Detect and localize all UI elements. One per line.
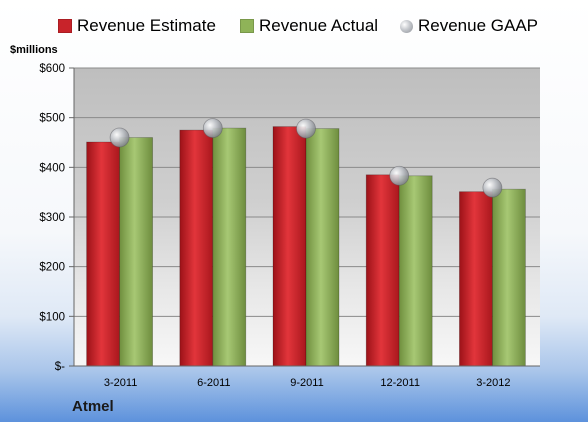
marker-gaap	[202, 118, 223, 138]
y-tick-label: $500	[39, 113, 65, 125]
marker-gaap	[482, 177, 503, 198]
y-tick-label: $300	[39, 212, 65, 224]
legend: Revenue Estimate Revenue Actual Revenue …	[0, 16, 588, 40]
x-tick-label: 3-2012	[476, 377, 510, 389]
bar-estimate	[86, 141, 120, 367]
y-tick-label: $200	[39, 262, 65, 274]
y-tick-label: $-	[55, 361, 65, 373]
bar-actual	[119, 137, 153, 367]
bar-actual	[398, 175, 433, 367]
bar-estimate	[179, 129, 214, 367]
marker-gaap	[296, 118, 316, 139]
legend-label-gaap: Revenue GAAP	[418, 16, 539, 35]
legend-swatch-estimate	[58, 19, 72, 33]
x-tick-label: 3-2011	[104, 377, 137, 389]
bar-estimate	[365, 174, 400, 367]
bar-actual	[491, 188, 526, 367]
legend-item-estimate: Revenue Estimate	[58, 16, 216, 36]
y-tick-label: $600	[39, 63, 65, 75]
marker-gaap	[109, 127, 130, 148]
x-tick-label: 12-2011	[380, 377, 420, 389]
bar-actual	[305, 128, 340, 367]
company-name: Atmel	[72, 398, 114, 415]
y-tick-label: $100	[39, 311, 65, 323]
legend-item-actual: Revenue Actual	[240, 16, 378, 36]
x-tick-label: 6-2011	[197, 377, 230, 389]
legend-swatch-actual	[240, 19, 254, 33]
bar-actual	[212, 127, 247, 367]
legend-label-actual: Revenue Actual	[259, 16, 379, 35]
marker-gaap	[389, 165, 410, 186]
legend-item-gaap: Revenue GAAP	[400, 16, 538, 36]
bar-estimate	[272, 126, 307, 367]
y-axis-unit-label: $millions	[10, 44, 58, 56]
x-tick-label: 9-2011	[290, 377, 323, 389]
y-tick-label: $400	[39, 162, 65, 174]
legend-swatch-gaap	[400, 19, 413, 33]
legend-label-estimate: Revenue Estimate	[77, 16, 216, 35]
bar-estimate	[458, 191, 493, 367]
